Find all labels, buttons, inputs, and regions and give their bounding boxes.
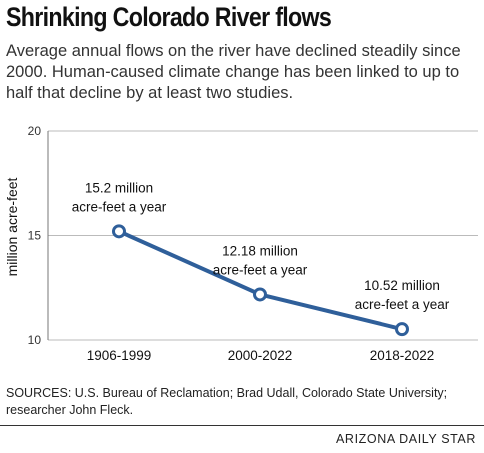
- data-point: [253, 287, 267, 302]
- y-tick-label: 15: [28, 229, 42, 243]
- y-axis-label: million acre-feet: [4, 177, 20, 276]
- line-chart: million acre-feet 20 15 10 1906-1999 2000-2…: [4, 124, 478, 363]
- x-tick-label: 2018-2022: [370, 348, 435, 363]
- y-tick-label: 20: [28, 124, 42, 138]
- divider: [0, 425, 484, 426]
- data-label-value: 12.18 million: [222, 243, 298, 258]
- x-axis-ticks: 1906-1999 2000-2022 2018-2022: [87, 348, 435, 363]
- x-tick-label: 1906-1999: [87, 348, 152, 363]
- data-label-unit: acre-feet a year: [213, 262, 308, 277]
- data-label-unit: acre-feet a year: [355, 297, 450, 312]
- x-tick-label: 2000-2022: [228, 348, 293, 363]
- data-label-unit: acre-feet a year: [72, 199, 167, 214]
- data-label-value: 10.52 million: [364, 278, 440, 293]
- sources-note: SOURCES: U.S. Bureau of Reclamation; Bra…: [6, 386, 448, 417]
- data-label-value: 15.2 million: [85, 180, 153, 195]
- y-tick-label: 10: [28, 333, 42, 347]
- credit-line: ARIZONA DAILY STAR: [336, 432, 476, 446]
- series: [112, 224, 409, 337]
- data-point: [395, 322, 409, 337]
- chart-title: Shrinking Colorado River flows: [6, 2, 332, 32]
- annotations: 15.2 million acre-feet a year 12.18 millio…: [72, 180, 450, 312]
- data-point: [112, 224, 126, 239]
- y-axis-ticks: 20 15 10: [28, 124, 42, 347]
- chart-subtitle: Average annual flows on the river have d…: [6, 42, 461, 102]
